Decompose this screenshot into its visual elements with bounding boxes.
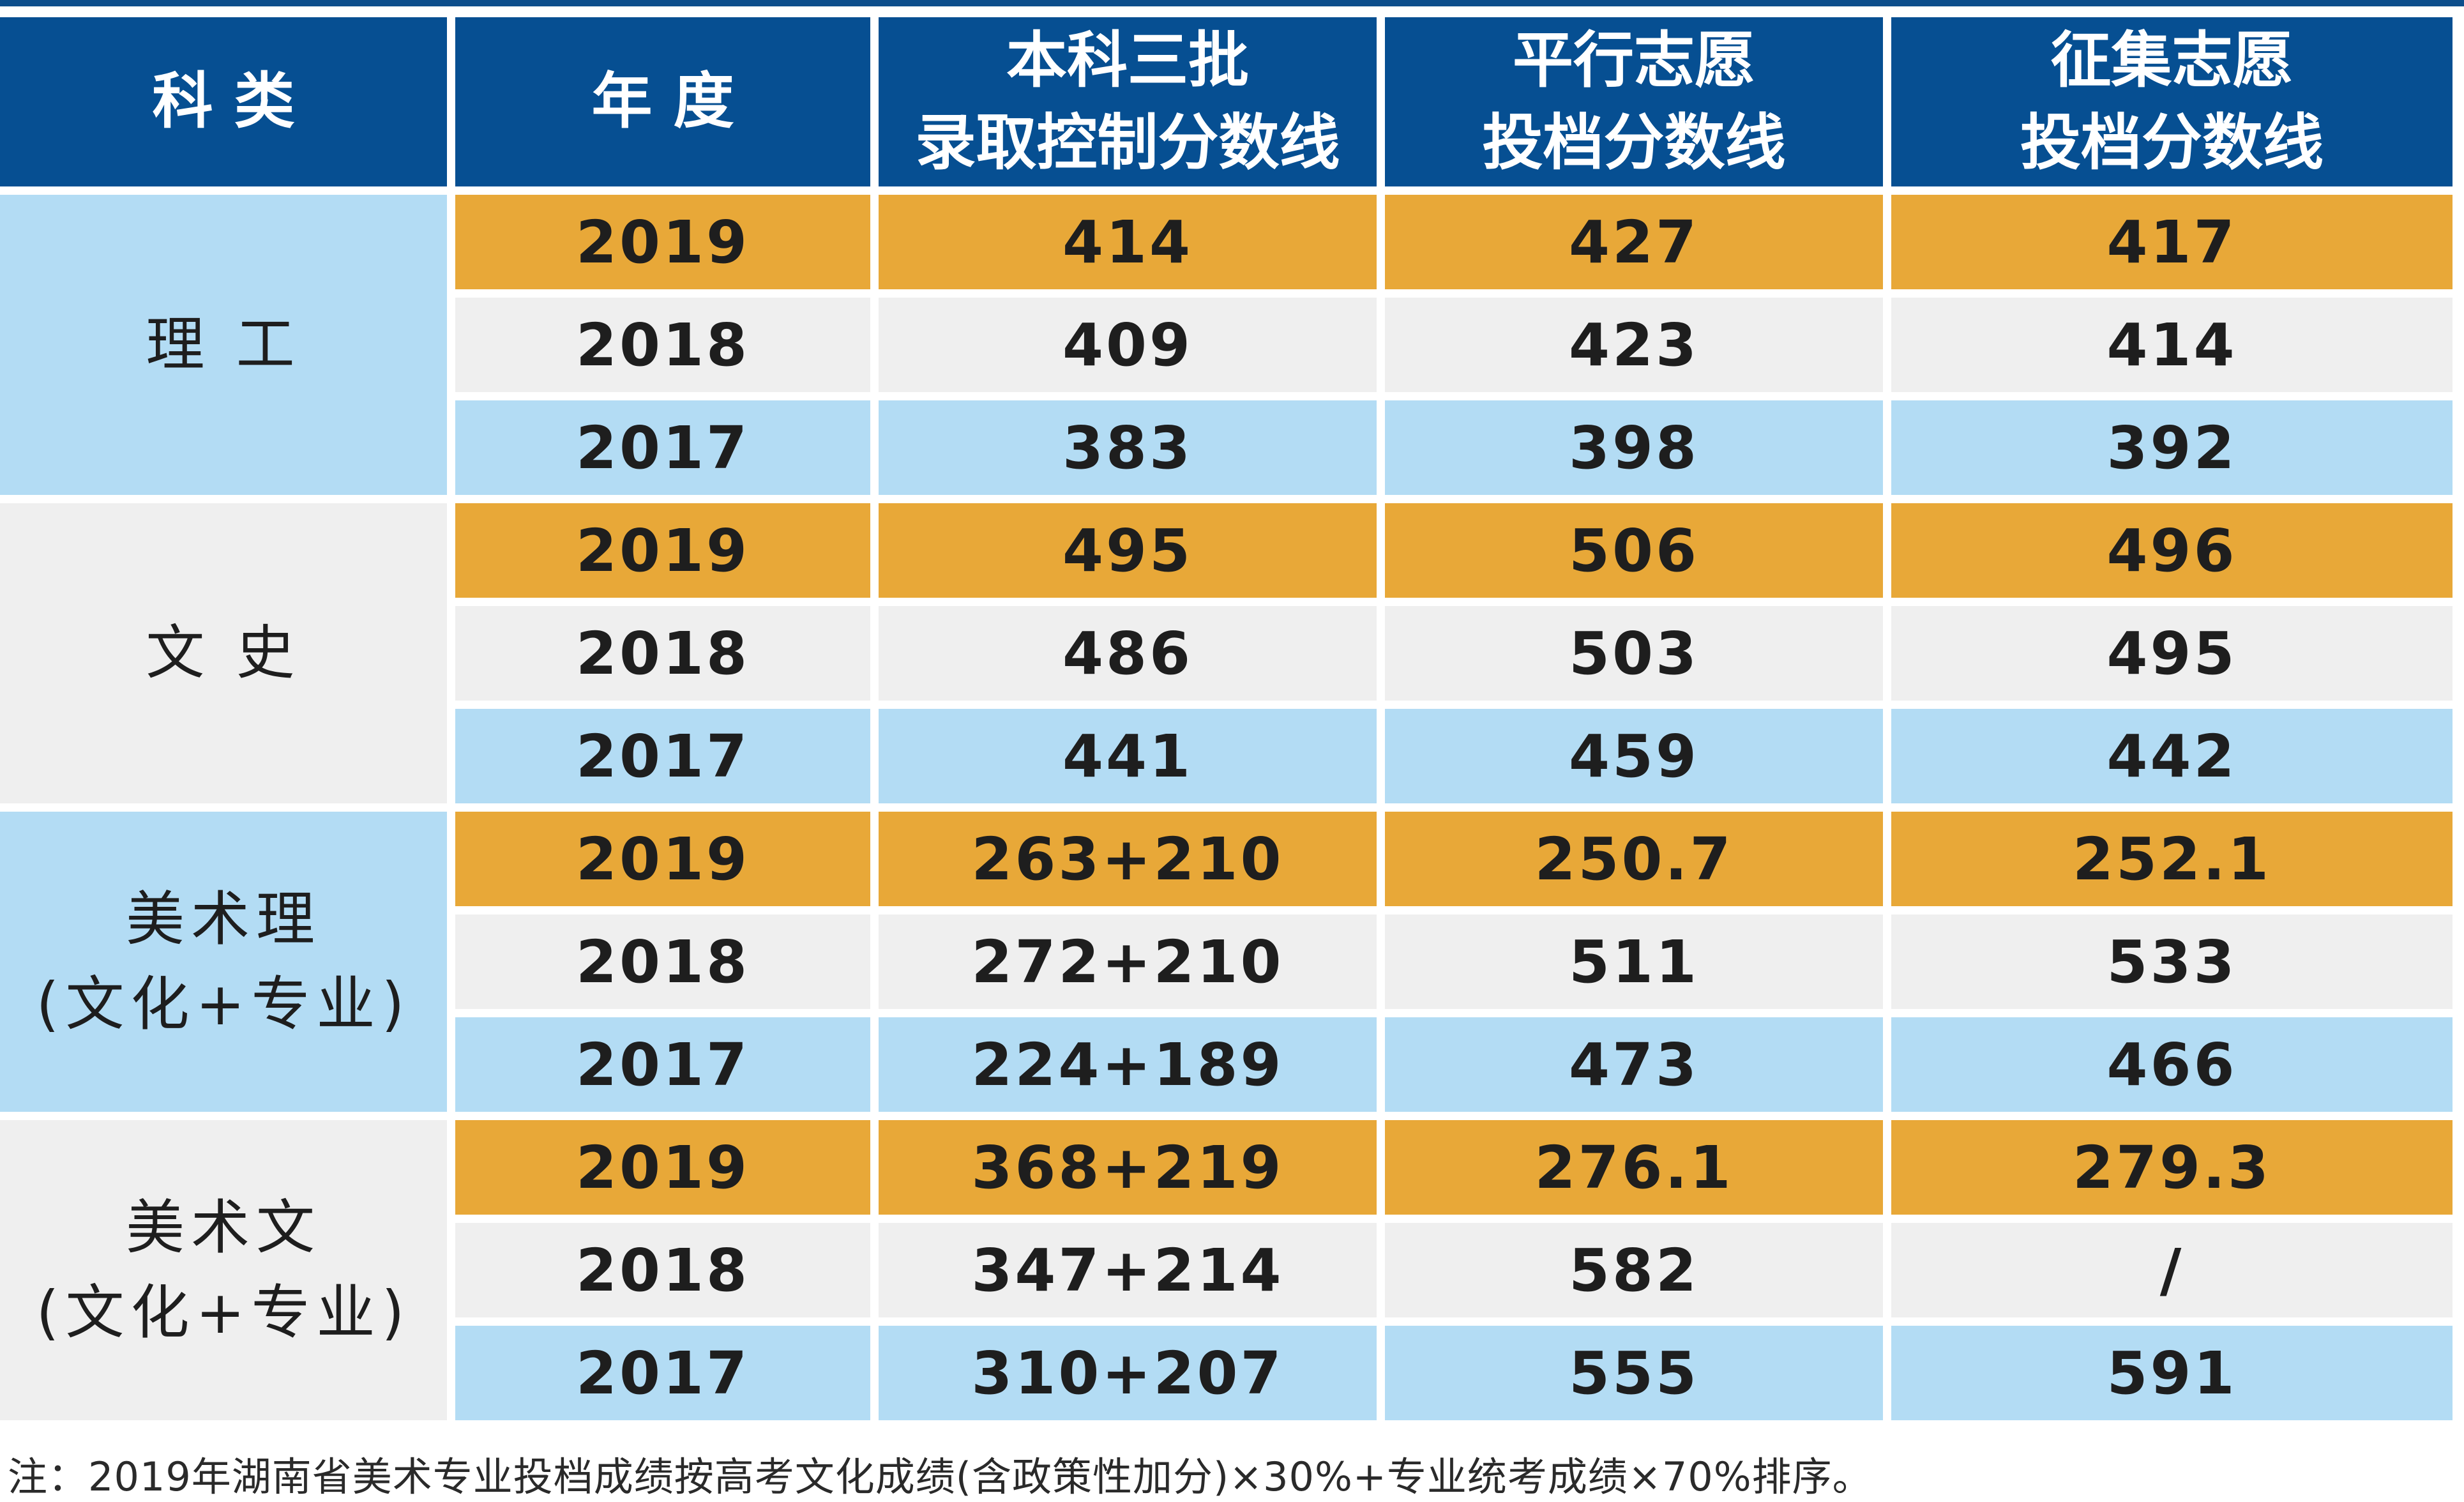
year-cell: 2017 xyxy=(455,709,870,803)
parallel-score-cell: 555 xyxy=(1385,1326,1883,1420)
control-score-cell: 383 xyxy=(879,400,1377,495)
year-cell: 2019 xyxy=(455,812,870,906)
year-cell: 2019 xyxy=(455,195,870,289)
control-score-cell: 486 xyxy=(879,606,1377,701)
parallel-score-cell: 503 xyxy=(1385,606,1883,701)
header-row: 科 类 年 度 本科三批 录取控制分数线 平行志愿 投档分数线 征集志愿 投档分… xyxy=(0,17,2453,186)
control-score-cell: 495 xyxy=(879,503,1377,598)
table-row: 2018 409 423 414 xyxy=(0,298,2453,392)
header-year: 年 度 xyxy=(455,17,870,186)
table-row: 2018 486 503 495 xyxy=(0,606,2453,701)
collect-score-cell: 279.3 xyxy=(1891,1120,2453,1215)
table-row: 美术文 (文化+专业) 2019 368+219 276.1 279.3 xyxy=(0,1120,2453,1420)
parallel-score-cell: 511 xyxy=(1385,914,1883,1009)
parallel-score-cell: 276.1 xyxy=(1385,1120,1883,1215)
year-cell: 2018 xyxy=(455,606,870,701)
table-row: 美术理 (文化+专业) 2019 263+210 250.7 252.1 xyxy=(0,812,2453,1112)
collect-score-cell: 591 xyxy=(1891,1326,2453,1420)
parallel-score-cell: 423 xyxy=(1385,298,1883,392)
parallel-score-cell: 398 xyxy=(1385,400,1883,495)
score-table-container: 科 类 年 度 本科三批 录取控制分数线 平行志愿 投档分数线 征集志愿 投档分… xyxy=(0,0,2464,1429)
table-row: 2017 441 459 442 xyxy=(0,709,2453,803)
header-category: 科 类 xyxy=(0,17,447,186)
header-control-line: 本科三批 录取控制分数线 xyxy=(879,17,1377,186)
collect-score-cell: 392 xyxy=(1891,400,2453,495)
table-row: 文 史 2019 495 506 496 xyxy=(0,503,2453,803)
collect-score-cell: / xyxy=(1891,1223,2453,1317)
parallel-score-cell: 427 xyxy=(1385,195,1883,289)
parallel-score-cell: 473 xyxy=(1385,1017,1883,1112)
footnote: 注：2019年湖南省美术专业投档成绩按高考文化成绩(含政策性加分)×30%+专业… xyxy=(8,1453,1873,1500)
control-score-cell: 368+219 xyxy=(879,1120,1377,1215)
year-cell: 2018 xyxy=(455,914,870,1009)
control-score-cell: 414 xyxy=(879,195,1377,289)
header-collect-line: 征集志愿 投档分数线 xyxy=(1891,17,2453,186)
collect-score-cell: 417 xyxy=(1891,195,2453,289)
collect-score-cell: 466 xyxy=(1891,1017,2453,1112)
parallel-score-cell: 582 xyxy=(1385,1223,1883,1317)
control-score-cell: 263+210 xyxy=(879,812,1377,906)
year-cell: 2018 xyxy=(455,298,870,392)
year-cell: 2017 xyxy=(455,400,870,495)
table-row: 2018 347+214 582 / xyxy=(0,1223,2453,1317)
parallel-score-cell: 459 xyxy=(1385,709,1883,803)
table-row: 理 工 2019 414 427 417 xyxy=(0,195,2453,495)
year-cell: 2017 xyxy=(455,1017,870,1112)
category-cell: 美术理 (文化+专业) xyxy=(0,812,447,1112)
top-rule xyxy=(0,0,2464,6)
control-score-cell: 224+189 xyxy=(879,1017,1377,1112)
category-cell: 美术文 (文化+专业) xyxy=(0,1120,447,1420)
control-score-cell: 272+210 xyxy=(879,914,1377,1009)
table-row: 2017 224+189 473 466 xyxy=(0,1017,2453,1112)
collect-score-cell: 252.1 xyxy=(1891,812,2453,906)
collect-score-cell: 442 xyxy=(1891,709,2453,803)
parallel-score-cell: 250.7 xyxy=(1385,812,1883,906)
control-score-cell: 347+214 xyxy=(879,1223,1377,1317)
control-score-cell: 409 xyxy=(879,298,1377,392)
parallel-score-cell: 506 xyxy=(1385,503,1883,598)
collect-score-cell: 496 xyxy=(1891,503,2453,598)
control-score-cell: 441 xyxy=(879,709,1377,803)
year-cell: 2019 xyxy=(455,503,870,598)
table-row: 2017 310+207 555 591 xyxy=(0,1326,2453,1420)
year-cell: 2019 xyxy=(455,1120,870,1215)
category-cell: 文 史 xyxy=(0,503,447,803)
table-row: 2017 383 398 392 xyxy=(0,400,2453,495)
header-parallel-line: 平行志愿 投档分数线 xyxy=(1385,17,1883,186)
collect-score-cell: 533 xyxy=(1891,914,2453,1009)
control-score-cell: 310+207 xyxy=(879,1326,1377,1420)
year-cell: 2018 xyxy=(455,1223,870,1317)
table-row: 2018 272+210 511 533 xyxy=(0,914,2453,1009)
year-cell: 2017 xyxy=(455,1326,870,1420)
category-cell: 理 工 xyxy=(0,195,447,495)
score-table: 科 类 年 度 本科三批 录取控制分数线 平行志愿 投档分数线 征集志愿 投档分… xyxy=(0,9,2461,1429)
collect-score-cell: 414 xyxy=(1891,298,2453,392)
collect-score-cell: 495 xyxy=(1891,606,2453,701)
